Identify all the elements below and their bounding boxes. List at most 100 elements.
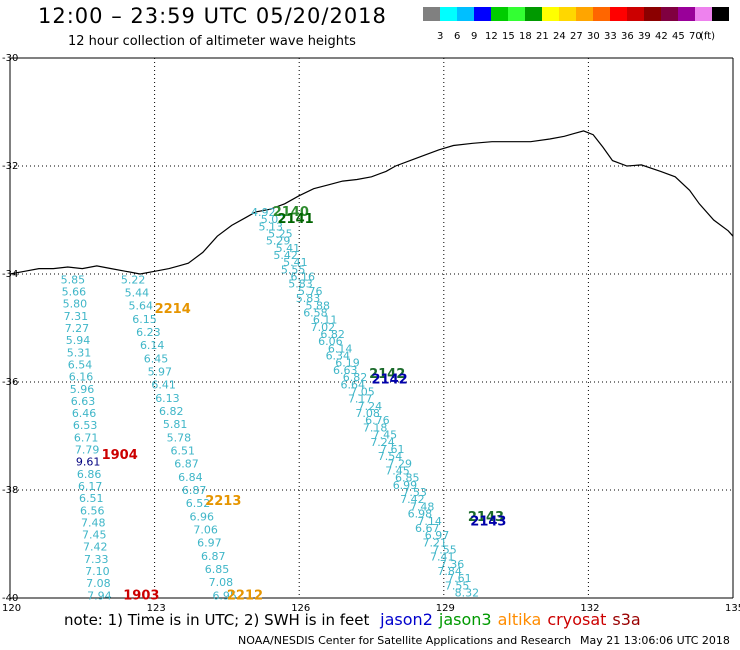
swh-value: 6.87 bbox=[182, 484, 207, 497]
swh-value: 6.87 bbox=[174, 458, 199, 471]
swh-value: 7.45 bbox=[82, 529, 107, 542]
map-title: 12:00 – 23:59 UTC 05/20/2018 bbox=[38, 4, 387, 28]
swh-value: 6.34 bbox=[326, 350, 351, 363]
swh-value: 6.98 bbox=[408, 508, 433, 521]
swh-value: 7.08 bbox=[86, 577, 111, 590]
swh-value: 7.18 bbox=[363, 421, 388, 434]
colorbar-label: 42 bbox=[655, 31, 668, 42]
lat-tick-label: -34 bbox=[2, 269, 18, 280]
swh-value: 6.11 bbox=[313, 314, 338, 327]
lon-tick-label: 135 bbox=[725, 603, 740, 614]
colorbar-swatch bbox=[474, 7, 491, 21]
pass-label: 2141 bbox=[278, 212, 314, 227]
colorbar-label: 6 bbox=[454, 31, 461, 42]
colorbar-label: 30 bbox=[587, 31, 600, 42]
lon-tick-label: 126 bbox=[291, 603, 310, 614]
swh-value: 6.16 bbox=[69, 371, 94, 384]
swh-value: 7.42 bbox=[83, 541, 108, 554]
colorbar-swatch bbox=[644, 7, 661, 21]
lon-tick-label: 120 bbox=[2, 603, 21, 614]
swh-value: 7.24 bbox=[358, 400, 383, 413]
swh-value: 6.23 bbox=[136, 326, 161, 339]
swh-value: 6.87 bbox=[201, 550, 226, 563]
swh-value: 7.55 bbox=[432, 544, 457, 557]
swh-value: 6.82 bbox=[159, 405, 184, 418]
colorbar-label: 33 bbox=[604, 31, 617, 42]
swh-value: 5.76 bbox=[298, 285, 323, 298]
swh-value: 6.46 bbox=[72, 407, 97, 420]
colorbar-swatch bbox=[610, 7, 627, 21]
colorbar-label: 21 bbox=[536, 31, 549, 42]
colorbar-swatch bbox=[423, 7, 440, 21]
swh-value: 5.94 bbox=[66, 334, 91, 347]
map-subtitle: 12 hour collection of altimeter wave hei… bbox=[68, 34, 356, 49]
swh-value: 7.61 bbox=[380, 443, 405, 456]
australia-coastline bbox=[9, 130, 734, 275]
colorbar-label: 70 bbox=[689, 31, 702, 42]
swh-value: 6.86 bbox=[77, 468, 102, 481]
pass-label: 2142 bbox=[369, 367, 405, 382]
swh-value: 7.05 bbox=[350, 385, 375, 398]
swh-value: 5.41 bbox=[276, 242, 301, 255]
colorbar-label: 24 bbox=[553, 31, 566, 42]
swh-value: 6.45 bbox=[144, 352, 169, 365]
swh-value: 6.56 bbox=[80, 504, 105, 517]
swh-value: 6.82 bbox=[343, 371, 368, 384]
swh-value: 6.13 bbox=[155, 392, 180, 405]
satellite-legend: jason2 jason3 altika cryosat s3a bbox=[374, 610, 641, 629]
swh-value: 6.63 bbox=[333, 364, 358, 377]
swh-value: 7.55 bbox=[445, 579, 470, 592]
swh-value: 6.63 bbox=[71, 395, 96, 408]
swh-value: 7.45 bbox=[385, 464, 410, 477]
satellite-legend-altika: altika bbox=[497, 610, 542, 629]
map-frame bbox=[9, 57, 734, 599]
satellite-legend-s3a: s3a bbox=[612, 610, 641, 629]
swh-value: 6.16 bbox=[291, 271, 316, 284]
swh-value: 7.61 bbox=[447, 572, 472, 585]
coastline-path bbox=[9, 130, 734, 275]
footer-note: note: 1) Time is in UTC; 2) SWH is in fe… bbox=[64, 610, 641, 629]
swh-value: 5.31 bbox=[67, 346, 92, 359]
swh-value: 8.32 bbox=[455, 587, 480, 600]
colorbar-swatch bbox=[678, 7, 695, 21]
swh-value: 5.64 bbox=[128, 300, 153, 313]
swh-value: 6.15 bbox=[132, 313, 157, 326]
swh-value: 6.76 bbox=[365, 414, 390, 427]
swh-value: 5.83 bbox=[296, 292, 321, 305]
swh-value: 7.24 bbox=[370, 436, 395, 449]
swh-value: 6.58 bbox=[303, 306, 328, 319]
swh-value: 5.96 bbox=[70, 383, 95, 396]
swh-value: 7.10 bbox=[85, 565, 110, 578]
swh-value: 7.48 bbox=[81, 516, 106, 529]
swh-value: 7.94 bbox=[87, 589, 112, 602]
pass-label: 2143 bbox=[470, 514, 506, 529]
swh-value: 7.41 bbox=[430, 551, 455, 564]
swh-value: 6.06 bbox=[318, 335, 343, 348]
swh-value: 5.78 bbox=[167, 431, 192, 444]
swh-value: 5.66 bbox=[62, 286, 87, 299]
colorbar-swatch bbox=[695, 7, 712, 21]
pass-label: 2212 bbox=[227, 588, 263, 603]
swh-value: 6.19 bbox=[335, 357, 360, 370]
swh-value: 7.54 bbox=[378, 450, 403, 463]
swh-value: 5.88 bbox=[305, 299, 330, 312]
satellite-legend-jason3: jason3 bbox=[438, 610, 492, 629]
swh-value: 5.41 bbox=[283, 256, 308, 269]
swh-value: 5.55 bbox=[281, 263, 306, 276]
swh-value: 5.80 bbox=[63, 298, 88, 311]
colorbar-swatch bbox=[627, 7, 644, 21]
swh-value: 6.71 bbox=[74, 431, 99, 444]
colorbar-label: 15 bbox=[502, 31, 515, 42]
lon-tick-label: 129 bbox=[436, 603, 455, 614]
swh-value: 7.42 bbox=[400, 493, 425, 506]
note-text: note: 1) Time is in UTC; 2) SWH is in fe… bbox=[64, 611, 370, 629]
pass-label: 2213 bbox=[205, 494, 241, 509]
colorbar-label: 18 bbox=[519, 31, 532, 42]
pass-label: 1904 bbox=[102, 448, 138, 463]
swh-value: 5.85 bbox=[61, 273, 86, 286]
colorbar-swatch bbox=[440, 7, 457, 21]
swh-value: 7.45 bbox=[373, 429, 398, 442]
lat-lon-grid bbox=[10, 58, 733, 598]
